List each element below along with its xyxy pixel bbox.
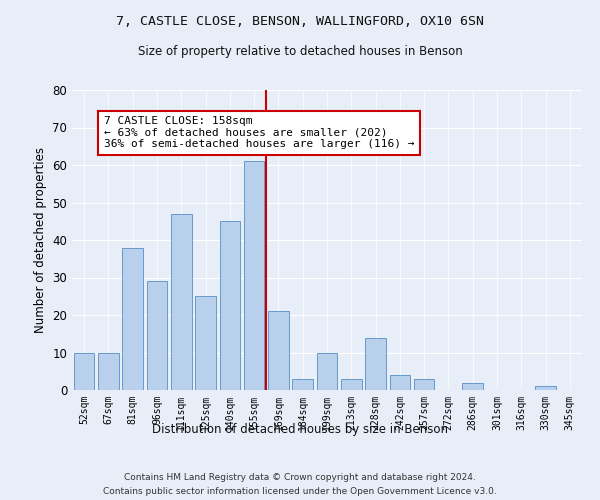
Bar <box>98 352 119 390</box>
Bar <box>195 296 216 390</box>
Bar <box>146 281 167 390</box>
Bar <box>74 352 94 390</box>
Bar <box>389 375 410 390</box>
Bar <box>244 161 265 390</box>
Bar <box>414 379 434 390</box>
Bar <box>122 248 143 390</box>
Y-axis label: Number of detached properties: Number of detached properties <box>34 147 47 333</box>
Text: Size of property relative to detached houses in Benson: Size of property relative to detached ho… <box>137 45 463 58</box>
Bar <box>171 214 191 390</box>
Text: 7, CASTLE CLOSE, BENSON, WALLINGFORD, OX10 6SN: 7, CASTLE CLOSE, BENSON, WALLINGFORD, OX… <box>116 15 484 28</box>
Text: Distribution of detached houses by size in Benson: Distribution of detached houses by size … <box>152 422 448 436</box>
Bar <box>292 379 313 390</box>
Bar <box>535 386 556 390</box>
Bar <box>463 382 483 390</box>
Text: Contains HM Land Registry data © Crown copyright and database right 2024.: Contains HM Land Registry data © Crown c… <box>124 472 476 482</box>
Text: Contains public sector information licensed under the Open Government Licence v3: Contains public sector information licen… <box>103 488 497 496</box>
Bar <box>365 338 386 390</box>
Bar <box>268 311 289 390</box>
Bar <box>220 221 240 390</box>
Text: 7 CASTLE CLOSE: 158sqm
← 63% of detached houses are smaller (202)
36% of semi-de: 7 CASTLE CLOSE: 158sqm ← 63% of detached… <box>104 116 414 150</box>
Bar <box>341 379 362 390</box>
Bar <box>317 352 337 390</box>
